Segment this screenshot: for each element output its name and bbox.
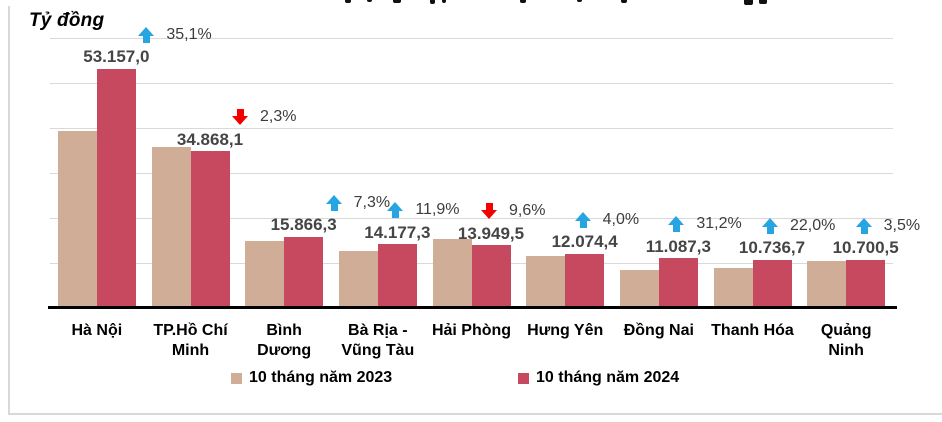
pct-change-value: 9,6% (509, 202, 546, 220)
arrow-stem (392, 211, 400, 219)
chart-frame-bottom-border (8, 413, 942, 415)
pct-change-value: 11,9% (415, 201, 460, 219)
arrow-up-icon (668, 216, 685, 233)
arrow-stem (486, 203, 493, 211)
bar-2023 (245, 241, 285, 308)
bar-2023 (619, 269, 659, 308)
x-axis-category-label: Bình Dương (257, 322, 312, 359)
x-axis-category-label: Đồng Nai (623, 322, 694, 339)
bar-2023 (807, 261, 847, 308)
legend-entry-2023: 10 tháng năm 2023 (231, 369, 392, 387)
pct-change-value: 2,3% (260, 108, 297, 126)
x-axis-category-label: Hà Nội (71, 322, 123, 339)
pct-change-annotation: 9,6% (481, 202, 545, 220)
pct-change-annotation: 4,0% (574, 210, 640, 229)
legend-label: 10 tháng năm 2024 (536, 369, 680, 386)
bar-2023 (338, 250, 378, 308)
arrow-stem (143, 35, 151, 43)
value-label: 13.949,5 (457, 223, 525, 243)
gridline (50, 173, 893, 174)
arrow-head (138, 26, 155, 36)
legend-swatch-icon (518, 372, 529, 384)
pct-change-annotation: 22,0% (762, 217, 835, 235)
pct-change-annotation: 35,1% (138, 25, 212, 44)
chart-frame-left-border (8, 6, 10, 414)
pct-change-value: 31,2% (696, 215, 742, 233)
arrow-head (762, 217, 778, 227)
bar-2024 (96, 68, 136, 308)
bar-2023 (432, 238, 472, 308)
arrow-down-icon (481, 203, 498, 220)
gridline (50, 218, 893, 219)
cropped-title-remnant (0, 0, 942, 7)
pct-change-annotation: 3,5% (855, 216, 921, 235)
pct-change-value: 35,1% (166, 25, 212, 43)
arrow-up-icon (138, 26, 155, 43)
arrow-up-icon (574, 211, 592, 228)
arrow-head (855, 217, 872, 227)
arrow-up-icon (762, 217, 779, 234)
arrow-stem (673, 225, 681, 233)
arrow-head (574, 211, 591, 221)
arrow-head (325, 194, 342, 204)
legend-label: 10 tháng năm 2023 (249, 369, 393, 386)
x-axis-category-label: TP.Hồ Chí Minh (153, 322, 228, 359)
value-label: 12.074,4 (551, 232, 618, 252)
pct-change-value: 7,3% (353, 193, 391, 211)
arrow-stem (237, 109, 244, 117)
arrow-head (387, 202, 404, 212)
bar-2023 (57, 130, 97, 308)
arrow-up-icon (387, 202, 404, 219)
value-label: 14.177,3 (364, 222, 431, 242)
bar-2023 (526, 255, 566, 308)
pct-change-annotation: 7,3% (325, 193, 391, 212)
pct-change-value: 4,0% (602, 210, 640, 228)
pct-change-value: 22,0% (790, 216, 836, 234)
arrow-down-icon (232, 109, 249, 126)
bar-2023 (713, 268, 753, 308)
gridline (50, 128, 893, 129)
x-axis-category-label: Thanh Hóa (711, 322, 794, 339)
arrow-up-icon (855, 217, 873, 234)
y-axis-unit-label: Tỷ đồng (29, 10, 105, 31)
x-axis-category-label: Quảng Ninh (820, 322, 872, 359)
value-label: 53.157,0 (83, 47, 150, 67)
pct-change-annotation: 31,2% (668, 215, 742, 233)
x-axis-category-label: Hưng Yên (527, 322, 604, 339)
x-axis-line (48, 306, 897, 309)
gridline (50, 83, 893, 84)
value-label: 11.087,3 (645, 236, 711, 256)
bar-2024 (284, 236, 324, 308)
arrow-stem (767, 226, 774, 234)
value-label: 15.866,3 (270, 215, 337, 235)
pct-change-annotation: 2,3% (232, 108, 296, 126)
bar-2024 (471, 245, 511, 308)
bar-2024 (377, 244, 417, 308)
pct-change-annotation: 11,9% (387, 201, 460, 219)
arrow-stem (860, 226, 868, 234)
x-axis-category-label: Bà Rịa - Vũng Tàu (341, 322, 415, 359)
gridline (50, 38, 893, 39)
arrow-head (668, 216, 685, 226)
arrow-head (232, 116, 248, 126)
arrow-stem (330, 203, 338, 211)
arrow-head (481, 210, 497, 220)
bar-2024 (190, 151, 230, 308)
legend-swatch-icon (231, 372, 242, 384)
bar-2024 (846, 259, 886, 308)
value-label: 10.736,7 (738, 238, 806, 258)
bar-2023 (151, 147, 191, 308)
arrow-stem (579, 220, 587, 228)
bar-2024 (752, 259, 792, 308)
pct-change-value: 3,5% (883, 216, 921, 234)
arrow-up-icon (325, 194, 343, 211)
bar-2024 (565, 253, 605, 308)
legend-entry-2024: 10 tháng năm 2024 (518, 369, 679, 387)
bar-2024 (658, 258, 698, 308)
value-label: 10.700,5 (832, 238, 899, 258)
x-axis-category-label: Hải Phòng (431, 322, 512, 339)
value-label: 34.868,1 (176, 129, 244, 149)
